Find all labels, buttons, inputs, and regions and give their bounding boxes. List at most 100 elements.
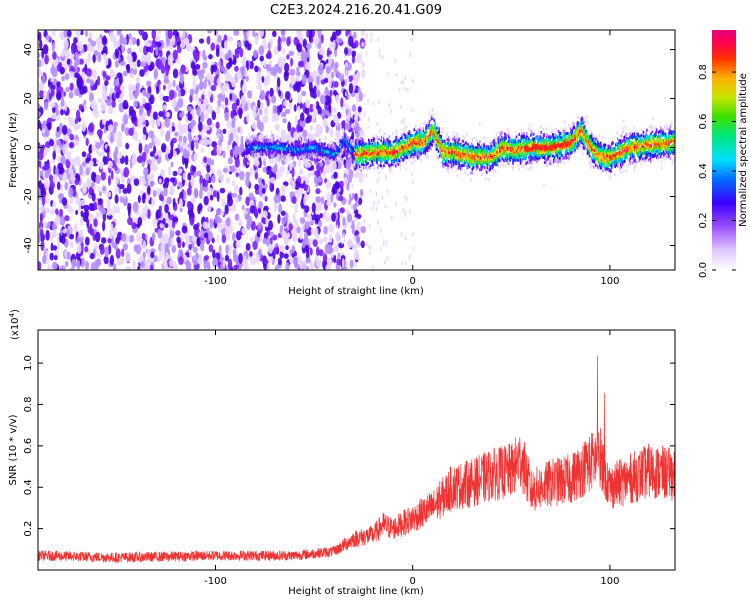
- heatmap-cell: [344, 103, 350, 110]
- heatmap-cell: [272, 153, 275, 157]
- heatmap-cell: [351, 104, 357, 113]
- heatmap-cell: [297, 105, 301, 113]
- heatmap-cell: [38, 179, 42, 190]
- heatmap-cell: [107, 160, 113, 169]
- heatmap-cell: [277, 192, 281, 204]
- heatmap-cell: [338, 195, 344, 202]
- heatmap-cell: [339, 159, 342, 163]
- heatmap-cell: [47, 121, 52, 131]
- heatmap-cell: [324, 210, 328, 216]
- heatmap-cell: [45, 229, 50, 241]
- heatmap-cell: [211, 110, 217, 121]
- heatmap-cell: [417, 127, 420, 131]
- heatmap-cell: [203, 195, 209, 206]
- heatmap-cell: [81, 121, 87, 132]
- heatmap-cell: [346, 221, 348, 226]
- heatmap-cell: [204, 139, 209, 146]
- heatmap-cell: [248, 132, 251, 136]
- heatmap-cell: [340, 71, 343, 76]
- heatmap-cell: [289, 68, 296, 76]
- heatmap-cell: [204, 54, 207, 62]
- heatmap-cell: [405, 167, 407, 171]
- heatmap-cell: [347, 78, 350, 83]
- heatmap-cell: [400, 161, 402, 165]
- heatmap-cell: [151, 232, 156, 241]
- heatmap-cell: [45, 196, 50, 204]
- heatmap-cell: [153, 135, 158, 144]
- heatmap-cell: [267, 50, 272, 58]
- heatmap-cell: [245, 75, 249, 82]
- heatmap-cell: [325, 215, 329, 222]
- heatmap-cell: [441, 130, 443, 134]
- heatmap-cell: [259, 108, 263, 116]
- heatmap-cell: [299, 144, 302, 148]
- heatmap-cell: [102, 118, 106, 125]
- heatmap-cell: [357, 87, 361, 93]
- heatmap-cell: [265, 150, 267, 154]
- heatmap-cell: [165, 243, 169, 250]
- heatmap-cell: [284, 91, 291, 101]
- heatmap-cell: [125, 142, 130, 150]
- heatmap-cell: [74, 123, 81, 130]
- heatmap-cell: [342, 233, 345, 238]
- heatmap-cell: [102, 52, 107, 60]
- heatmap-cell: [301, 175, 308, 181]
- heatmap-cell: [172, 170, 178, 177]
- heatmap-cell: [202, 61, 208, 69]
- heatmap-cell: [95, 174, 101, 185]
- heatmap-cell: [437, 149, 440, 153]
- heatmap-cell: [221, 233, 227, 244]
- heatmap-cell: [365, 157, 367, 161]
- heatmap-cell: [289, 177, 294, 184]
- heatmap-cell: [45, 34, 51, 41]
- heatmap-cell: [444, 142, 447, 146]
- heatmap-cell: [318, 156, 321, 160]
- heatmap-cell: [406, 197, 408, 202]
- heatmap-cell: [143, 167, 149, 176]
- heatmap-cell: [388, 103, 390, 108]
- heatmap-cell: [137, 194, 141, 204]
- heatmap-cell: [398, 87, 401, 92]
- heatmap-cell: [71, 45, 75, 55]
- heatmap-cell: [273, 203, 277, 213]
- heatmap-cell: [224, 97, 229, 106]
- heatmap-cell: [195, 139, 199, 150]
- heatmap-cell: [429, 136, 431, 140]
- heatmap-cell: [198, 203, 203, 211]
- heatmap-cell: [452, 162, 455, 166]
- heatmap-cell: [179, 42, 186, 49]
- heatmap-cell: [388, 135, 391, 139]
- heatmap-cell: [374, 159, 377, 163]
- heatmap-cell: [239, 186, 243, 196]
- heatmap-cell: [341, 257, 345, 268]
- heatmap-cell: [260, 139, 262, 143]
- heatmap-cell: [63, 38, 69, 50]
- heatmap-cell: [76, 41, 83, 52]
- heatmap-cell: [441, 127, 444, 131]
- heatmap-cell: [405, 161, 407, 165]
- heatmap-cell: [201, 102, 207, 113]
- heatmap-cell: [446, 132, 449, 136]
- heatmap-cell: [147, 209, 151, 220]
- heatmap-cell: [38, 31, 42, 42]
- heatmap-cell: [189, 216, 195, 226]
- heatmap-cell: [377, 37, 380, 42]
- heatmap-cell: [296, 43, 303, 53]
- heatmap-cell: [199, 139, 205, 145]
- heatmap-cell: [358, 168, 360, 172]
- heatmap-cell: [378, 49, 381, 54]
- heatmap-cell: [292, 212, 296, 223]
- heatmap-cell: [247, 154, 250, 158]
- heatmap-cell: [313, 154, 316, 158]
- heatmap-cell: [411, 172, 413, 177]
- heatmap-cell: [90, 99, 96, 110]
- heatmap-cell: [88, 32, 93, 39]
- heatmap-cell: [404, 195, 406, 200]
- heatmap-cell: [142, 240, 147, 250]
- heatmap-cell: [263, 106, 269, 116]
- heatmap-cell: [363, 219, 365, 224]
- heatmap-cell: [320, 34, 324, 44]
- heatmap-cell: [44, 207, 50, 214]
- heatmap-cell: [333, 146, 336, 150]
- heatmap-cell: [182, 135, 187, 144]
